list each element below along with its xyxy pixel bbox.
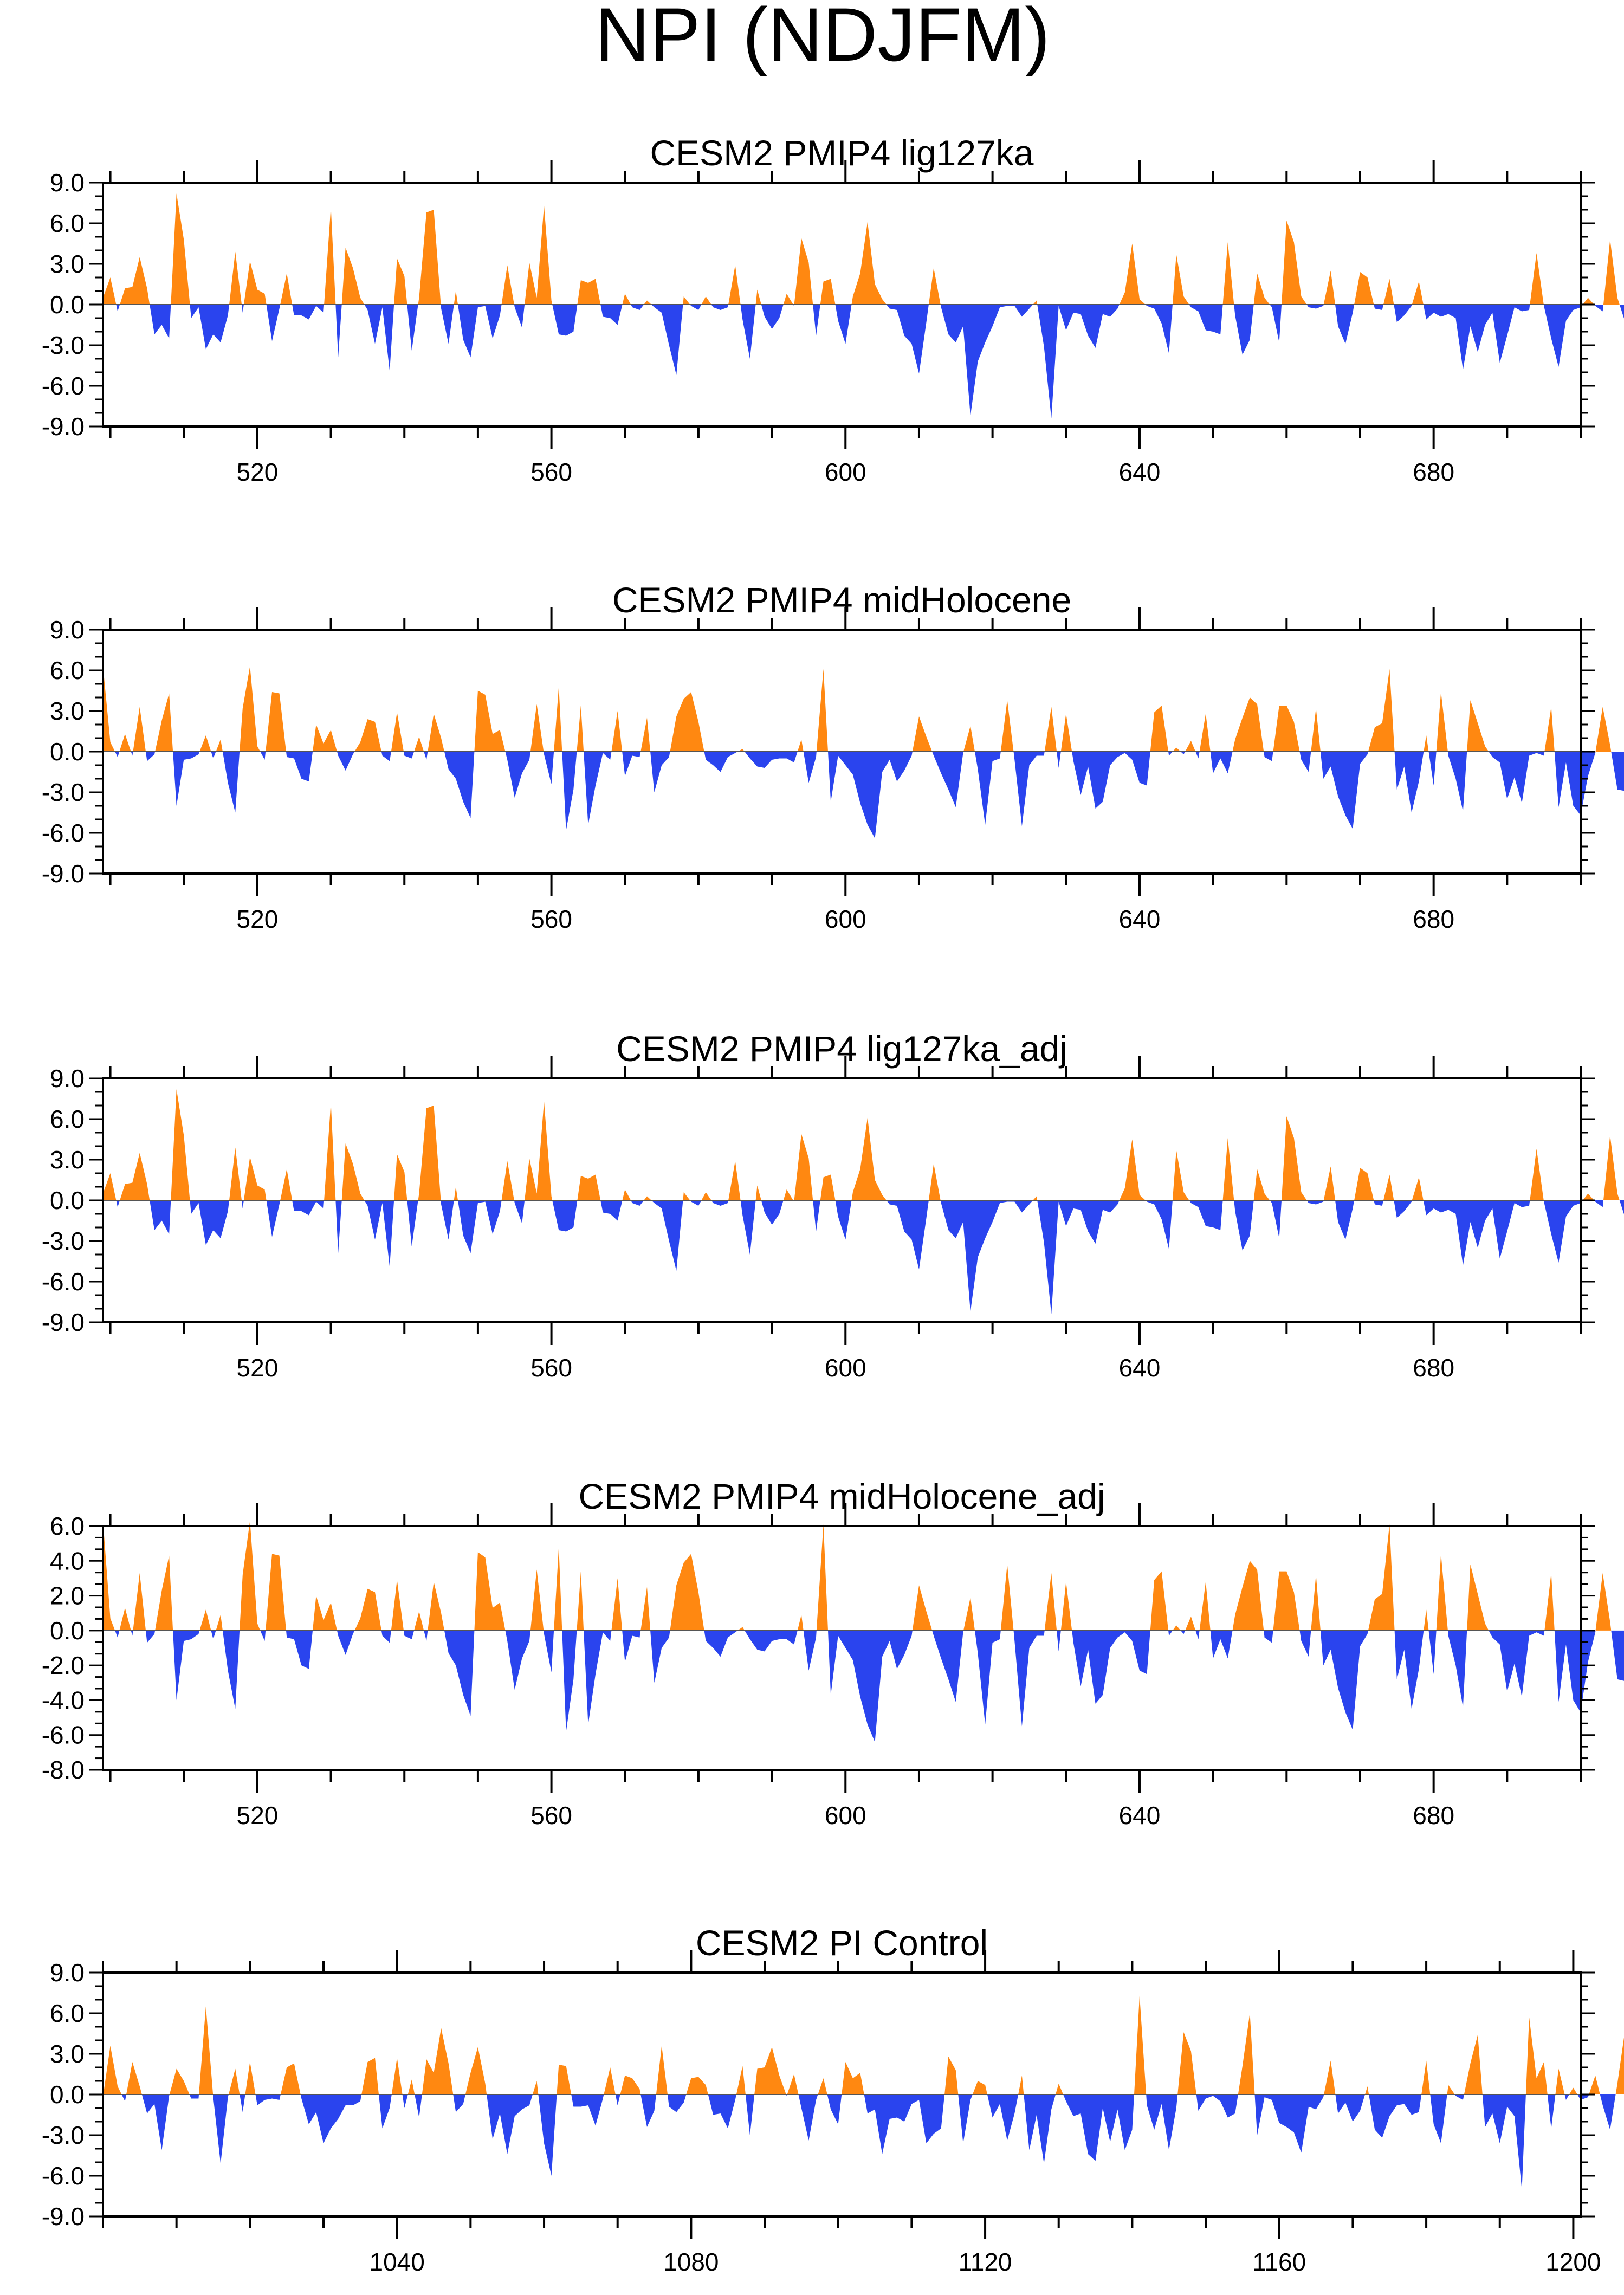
- panel-title: CESM2 PMIP4 lig127ka_adj: [616, 1029, 1067, 1069]
- y-tick-label: 3.0: [50, 1146, 85, 1174]
- x-tick-label: 520: [237, 458, 279, 486]
- x-tick-label: 1200: [1545, 2248, 1601, 2276]
- x-tick-label: 1160: [1252, 2248, 1306, 2276]
- y-tick-label: -3.0: [42, 2121, 85, 2149]
- negative-area: [103, 752, 1624, 838]
- panels: CESM2 PMIP4 lig127ka 520 560 600 640 680 9.0 6.…: [42, 133, 1624, 2276]
- panel-title: CESM2 PMIP4 midHolocene: [612, 580, 1071, 620]
- x-tick-label: 560: [530, 1354, 572, 1382]
- y-tick-label: -8.0: [42, 1756, 85, 1784]
- x-tick-label: 520: [237, 1354, 279, 1382]
- y-tick-label: -9.0: [42, 2202, 85, 2231]
- positive-area: [103, 193, 1624, 305]
- y-tick-label: 4.0: [50, 1547, 85, 1575]
- x-tick-label: 1120: [959, 2248, 1012, 2276]
- x-tick-label: 560: [530, 458, 572, 486]
- positive-area: [103, 1089, 1624, 1200]
- x-tick-label: 560: [530, 905, 572, 933]
- y-tick-label: 2.0: [50, 1582, 85, 1610]
- x-tick-label: 600: [825, 1354, 866, 1382]
- y-tick-label: 3.0: [50, 250, 85, 278]
- y-tick-label: 6.0: [50, 1105, 85, 1133]
- y-tick-label: 0.0: [50, 290, 85, 319]
- x-tick-label: 640: [1119, 1801, 1161, 1829]
- panel-1: CESM2 PMIP4 lig127ka 520 560 600 640 680 9.0 6.…: [42, 133, 1624, 486]
- y-tick-label: 0.0: [50, 1186, 85, 1214]
- y-tick-label: 0.0: [50, 2080, 85, 2109]
- x-tick-label: 520: [237, 905, 279, 933]
- y-tick-label: -3.0: [42, 1227, 85, 1255]
- y-tick-label: -4.0: [42, 1686, 85, 1714]
- figure-title: NPI (NDJFM): [595, 0, 1050, 77]
- y-tick-label: 9.0: [50, 169, 85, 197]
- negative-area: [103, 2094, 1624, 2189]
- y-tick-label: 0.0: [50, 738, 85, 766]
- y-tick-label: 6.0: [50, 1999, 85, 2027]
- y-tick-label: -6.0: [42, 1268, 85, 1296]
- x-tick-label: 560: [530, 1801, 572, 1829]
- y-tick-label: -3.0: [42, 331, 85, 359]
- negative-area: [103, 1200, 1624, 1314]
- panel-title: CESM2 PI Control: [696, 1923, 988, 1963]
- x-tick-label: 680: [1413, 1801, 1454, 1829]
- y-tick-label: 6.0: [50, 656, 85, 684]
- y-tick-label: -6.0: [42, 1721, 85, 1749]
- y-tick-label: 9.0: [50, 1958, 85, 1987]
- x-tick-label: 1080: [663, 2248, 719, 2276]
- y-tick-label: 9.0: [50, 1064, 85, 1092]
- panel-2: CESM2 PMIP4 midHolocene 520 560 600 640 680 9.…: [42, 580, 1624, 933]
- x-tick-label: 680: [1413, 458, 1454, 486]
- x-tick-label: 640: [1119, 1354, 1161, 1382]
- x-tick-label: 520: [237, 1801, 279, 1829]
- y-tick-label: 9.0: [50, 616, 85, 644]
- panel-title: CESM2 PMIP4 lig127ka: [650, 133, 1034, 173]
- plot-frame: [102, 1525, 1582, 1771]
- y-tick-label: 3.0: [50, 697, 85, 725]
- x-tick-label: 680: [1413, 1354, 1454, 1382]
- panel-3: CESM2 PMIP4 lig127ka_adj 520 560 600 640 680 9…: [42, 1029, 1624, 1382]
- x-tick-label: 1040: [370, 2248, 425, 2276]
- x-tick-label: 680: [1413, 905, 1454, 933]
- negative-area: [103, 1630, 1624, 1742]
- y-tick-label: 0.0: [50, 1617, 85, 1645]
- y-tick-label: -2.0: [42, 1651, 85, 1679]
- y-tick-label: -3.0: [42, 778, 85, 806]
- y-tick-label: -9.0: [42, 1308, 85, 1336]
- panel-5: CESM2 PI Control 1040 1080 1120 1160 1200 9.0 6…: [42, 1923, 1624, 2276]
- y-tick-label: 6.0: [50, 209, 85, 237]
- positive-area: [103, 666, 1624, 752]
- y-tick-label: -6.0: [42, 372, 85, 400]
- y-tick-label: -9.0: [42, 412, 85, 441]
- y-tick-label: -6.0: [42, 2162, 85, 2190]
- x-tick-label: 640: [1119, 905, 1161, 933]
- y-tick-label: -6.0: [42, 819, 85, 847]
- positive-area: [103, 1995, 1624, 2094]
- x-tick-label: 640: [1119, 458, 1161, 486]
- negative-area: [103, 305, 1624, 418]
- positive-area: [103, 1521, 1624, 1631]
- panel-title: CESM2 PMIP4 midHolocene_adj: [578, 1476, 1105, 1516]
- x-tick-label: 600: [825, 1801, 866, 1829]
- panel-4: CESM2 PMIP4 midHolocene_adj 520 560 600 640 6…: [42, 1476, 1624, 1829]
- y-tick-label: -9.0: [42, 859, 85, 888]
- y-tick-label: 6.0: [50, 1512, 85, 1540]
- y-tick-label: 3.0: [50, 2040, 85, 2068]
- x-tick-label: 600: [825, 458, 866, 486]
- x-tick-label: 600: [825, 905, 866, 933]
